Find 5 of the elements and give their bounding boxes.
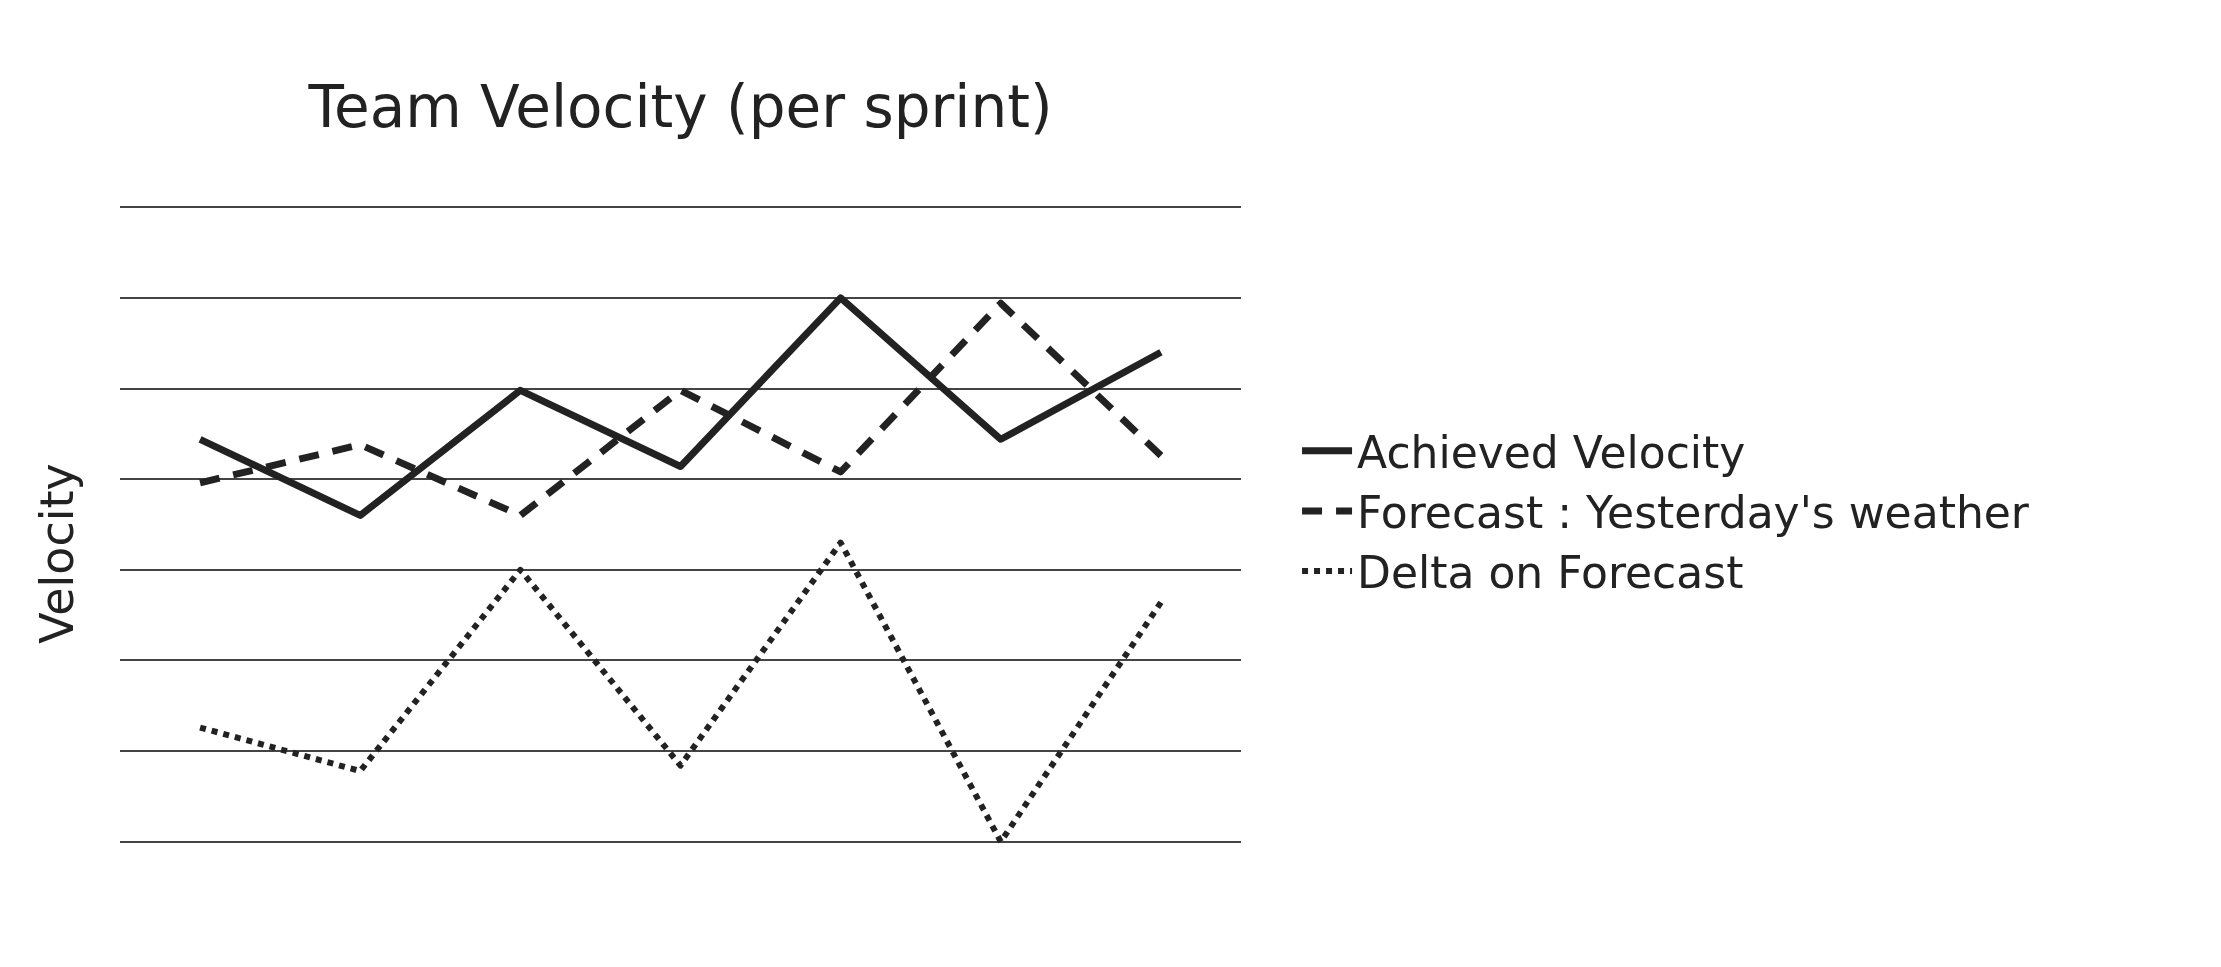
legend-label: Forecast : Yesterday's weather bbox=[1357, 487, 2030, 539]
legend-label: Delta on Forecast bbox=[1357, 547, 1744, 599]
y-axis-title: Velocity bbox=[30, 463, 85, 644]
chart-title: Team Velocity (per sprint) bbox=[307, 72, 1053, 141]
legend-label: Achieved Velocity bbox=[1357, 426, 1746, 478]
